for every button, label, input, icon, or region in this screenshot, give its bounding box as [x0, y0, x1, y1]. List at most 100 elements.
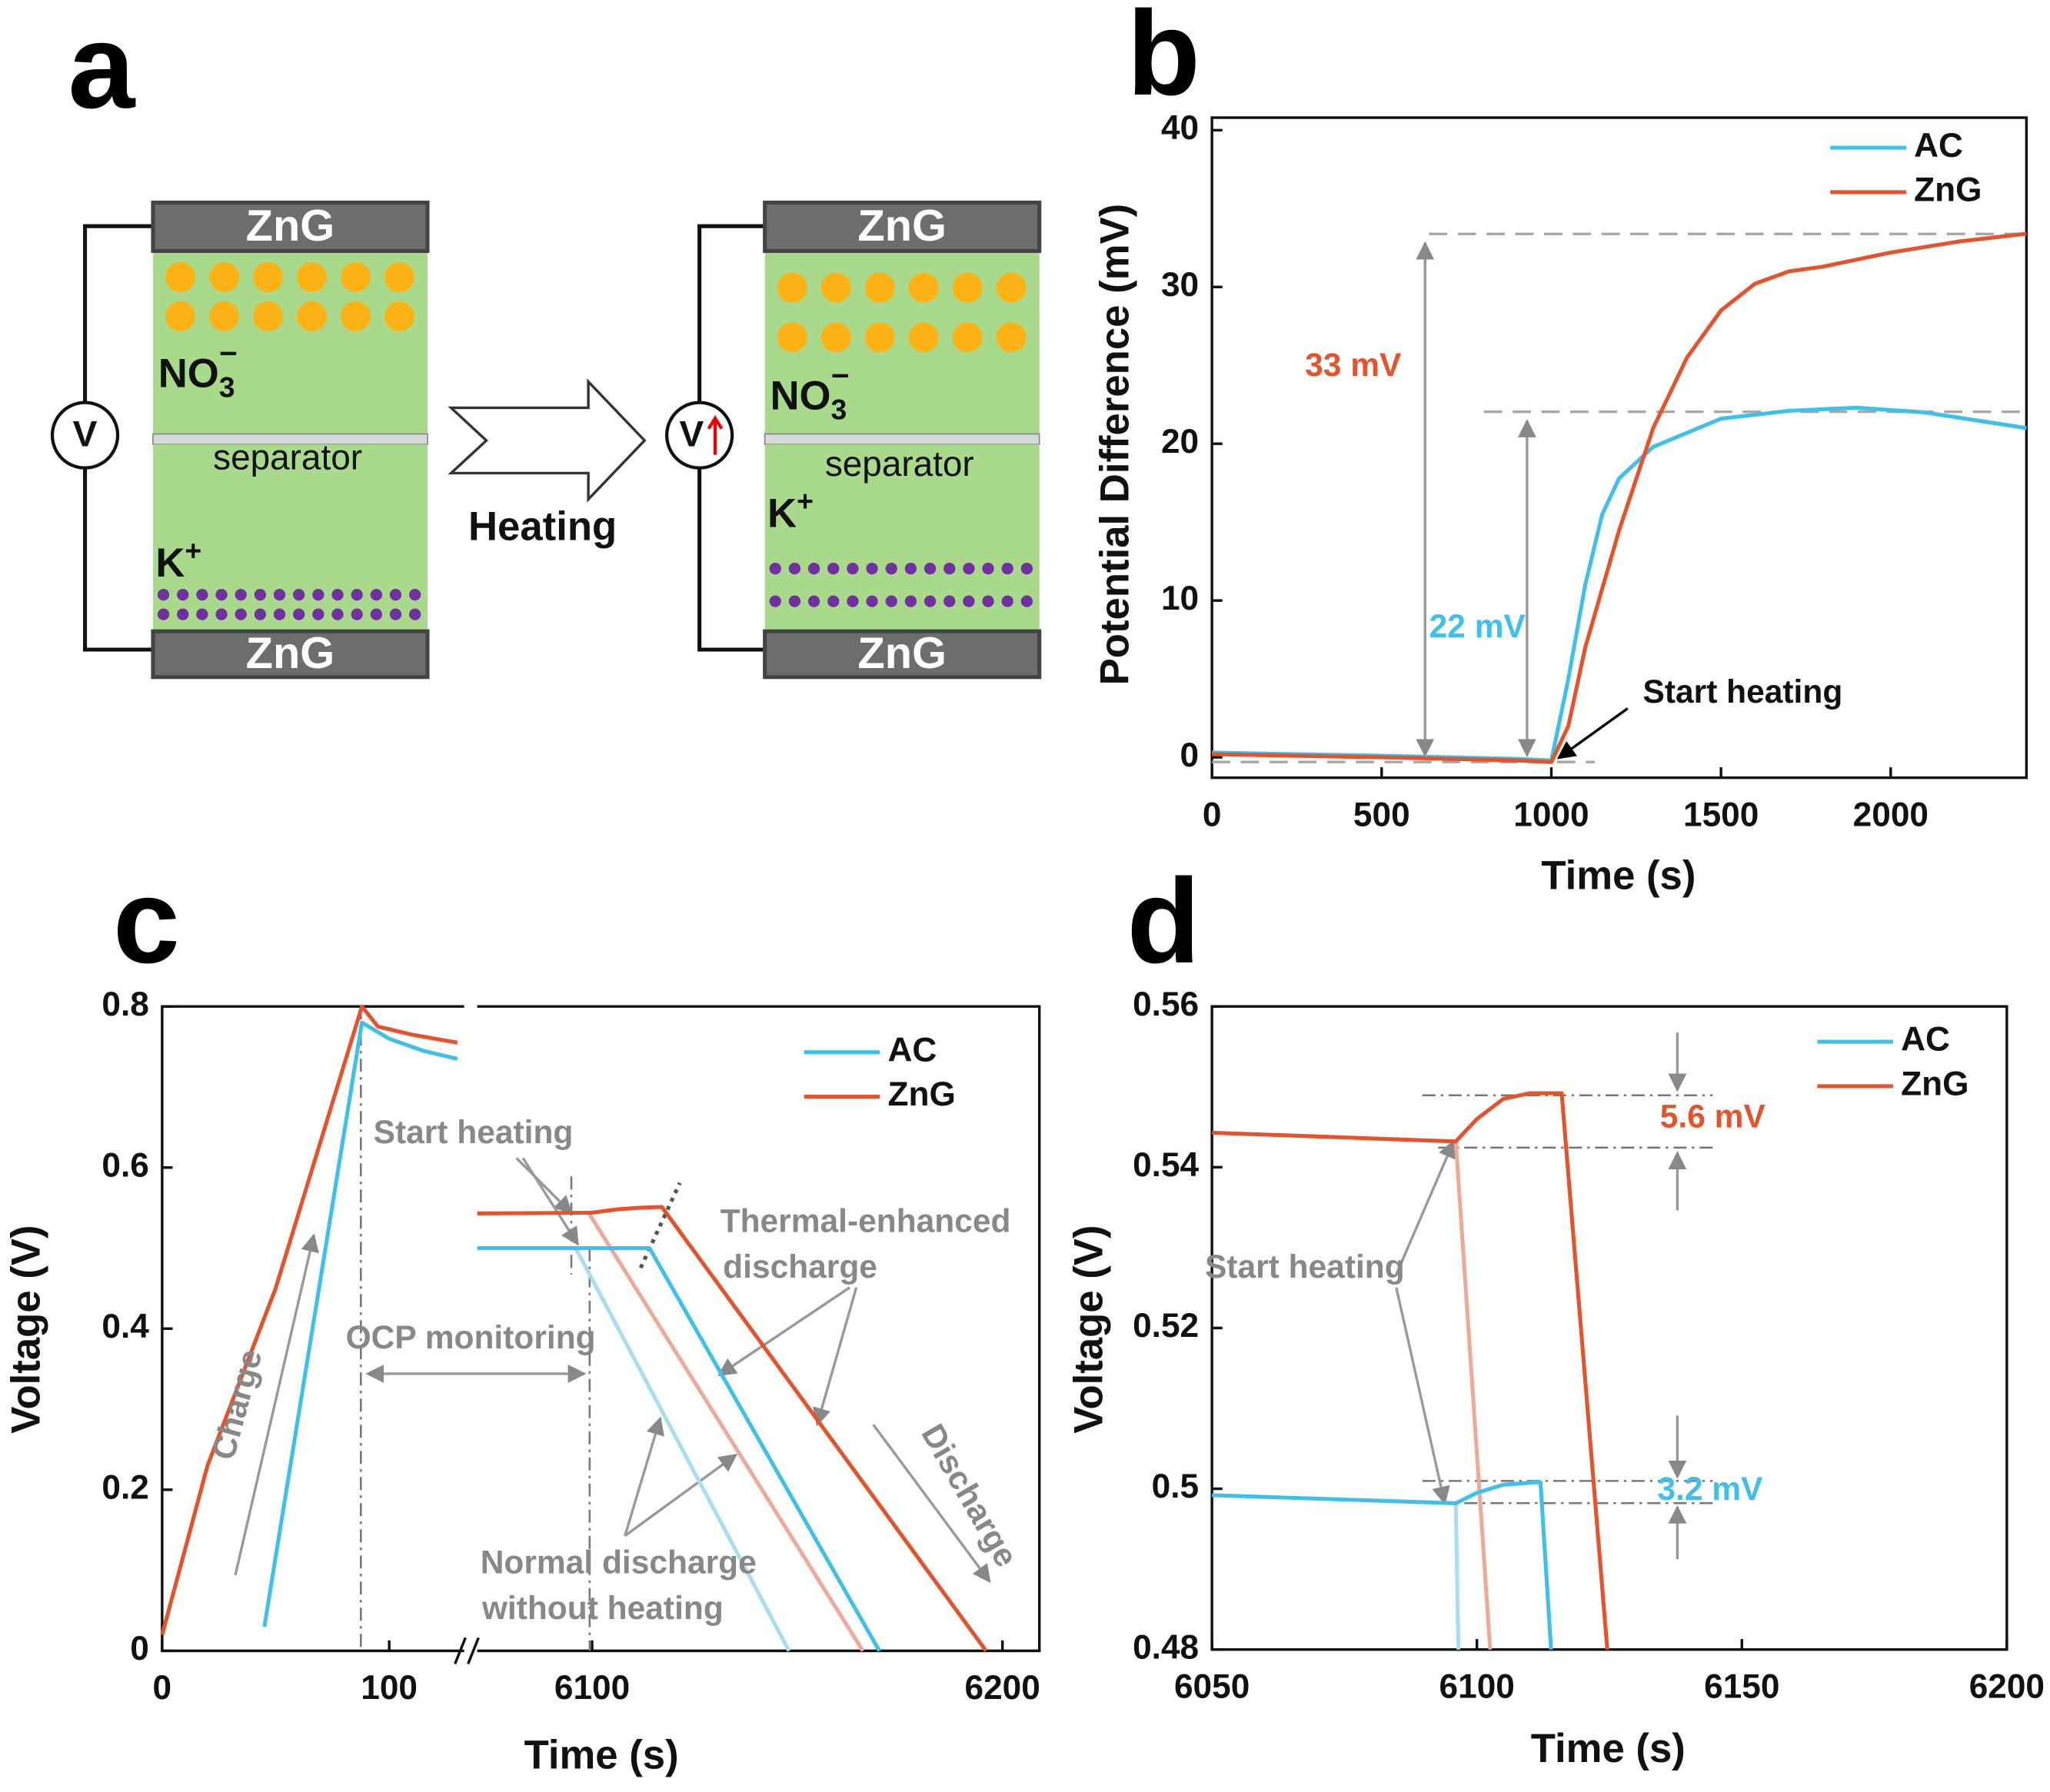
cation-sup: +	[797, 484, 814, 517]
annotation: discharge	[723, 1249, 877, 1285]
electrolyte	[152, 444, 428, 632]
anion-dot	[209, 301, 240, 332]
cation-dot	[177, 608, 189, 620]
y-tick-label: 30	[1161, 266, 1199, 304]
cation-dot	[982, 595, 994, 607]
guide	[515, 1157, 573, 1215]
cation-dot	[312, 588, 324, 601]
y-tick-label: 40	[1161, 109, 1199, 147]
anion-dot	[777, 272, 807, 303]
y-tick-label: 0.8	[102, 986, 148, 1023]
electrode-label: ZnG	[246, 629, 335, 678]
annotation: Start heating	[374, 1115, 574, 1151]
electrode-label: ZnG	[857, 201, 947, 251]
voltmeter-label: V	[680, 414, 704, 454]
cation-dot	[963, 562, 975, 575]
cation-dot	[827, 562, 840, 575]
cation-dot	[389, 588, 402, 601]
cation-dot	[769, 562, 781, 575]
cation-dot	[769, 595, 781, 607]
cation-dot	[273, 608, 286, 620]
data-line	[1212, 1091, 1609, 1650]
anion-dot	[253, 261, 284, 292]
x-tick-label: 100	[361, 1669, 418, 1707]
guide	[624, 1416, 664, 1537]
guide	[234, 1233, 319, 1576]
cation-dot	[866, 595, 878, 607]
cation-dot	[827, 595, 840, 607]
x-tick-label: 2000	[1853, 796, 1929, 833]
anion-dot	[864, 272, 895, 303]
cation-dot	[788, 595, 801, 607]
electrode-label: ZnG	[857, 629, 947, 678]
legend-label: AC	[1901, 1021, 1950, 1059]
cation-dot	[293, 588, 305, 601]
cation-dot	[847, 595, 859, 607]
anion-dot	[253, 301, 284, 332]
legend-label: AC	[1914, 127, 1963, 165]
x-tick-label: 500	[1353, 796, 1410, 833]
legend-label: ZnG	[1914, 171, 1982, 209]
annotation: OCP monitoring	[346, 1320, 596, 1356]
legend-label: ZnG	[887, 1076, 955, 1113]
cation-dot	[923, 595, 937, 607]
anion-dot	[384, 301, 414, 332]
cation-base: K	[767, 491, 797, 537]
cation-dot	[157, 588, 170, 601]
y-axis-title: Voltage (V)	[1067, 1225, 1112, 1433]
anion-base: NO	[158, 351, 219, 397]
cation-dot	[215, 608, 228, 620]
guide	[1395, 1287, 1450, 1505]
cation-dot	[196, 588, 208, 601]
annotation: 5.6 mV	[1660, 1099, 1766, 1135]
anion-dot	[165, 261, 196, 292]
cation-dot	[1020, 562, 1033, 575]
y-tick-label: 0.56	[1133, 986, 1199, 1023]
cation-dot	[943, 562, 956, 575]
y-axis-title: Voltage (V)	[3, 1225, 48, 1433]
cation-base: K	[155, 540, 185, 586]
cation-dot	[351, 588, 363, 601]
cation-dot	[885, 595, 897, 607]
data-line	[1212, 1480, 1553, 1650]
x-tick-label: 6100	[554, 1669, 630, 1707]
anion-dot	[340, 301, 371, 332]
cation-dot	[254, 608, 267, 620]
cation-dot	[943, 595, 956, 607]
diagram: a Heating	[68, 0, 647, 550]
y-axis-title: Potential Difference (mV)	[1093, 204, 1138, 686]
cation-dot	[235, 588, 247, 601]
guide	[638, 1182, 682, 1269]
anion-label: NO3−	[770, 357, 849, 425]
guide	[1395, 1139, 1456, 1275]
y-tick-label: 0.6	[102, 1146, 148, 1184]
cation-dot	[807, 562, 820, 575]
cation-dot	[331, 588, 344, 601]
x-tick-label: 6100	[1439, 1667, 1515, 1705]
cation-dot	[157, 608, 170, 620]
cation-dot	[370, 588, 383, 601]
cation-dot	[177, 588, 189, 601]
panel-label: c	[113, 854, 180, 989]
cation-dot	[904, 562, 917, 575]
cation-dot	[847, 562, 859, 575]
anion-dot	[820, 322, 851, 353]
y-tick-label: 0.54	[1133, 1146, 1199, 1184]
anion-dot	[296, 301, 328, 332]
anion-sub: 3	[830, 393, 847, 425]
separator	[764, 433, 1040, 445]
cation-dot	[370, 608, 383, 620]
cation-dot	[1020, 595, 1033, 607]
anion-dot	[996, 322, 1027, 353]
anion-base: NO	[770, 373, 830, 418]
separator-label: separator	[213, 437, 362, 477]
anion-dot	[296, 261, 328, 292]
annotation: 22 mV	[1429, 609, 1526, 645]
y-tick-label: 0.4	[102, 1308, 149, 1345]
x-axis-title: Time (s)	[524, 1733, 679, 1778]
anion-dot	[820, 272, 851, 303]
electrode	[763, 629, 1042, 680]
separator-label: separator	[825, 444, 974, 484]
anion-sup: −	[831, 357, 850, 393]
